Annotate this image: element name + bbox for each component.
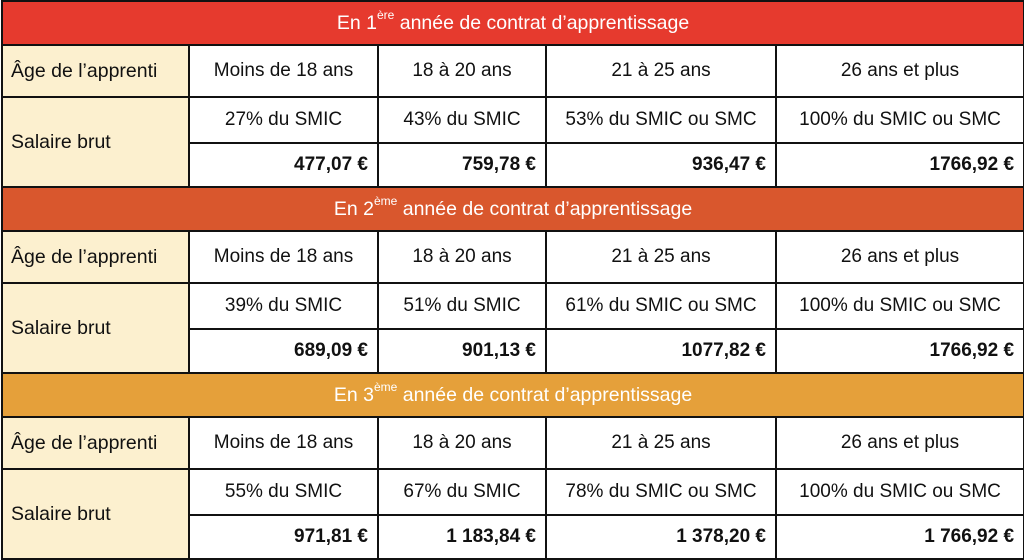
year-title-suffix: année de contrat d’apprentissage [394, 11, 690, 34]
percent-row: Salaire brut 55% du SMIC 67% du SMIC 78% du… [1, 468, 1024, 560]
year-3-banner-row: En 3ème année de contrat d’apprentissage [0, 372, 1024, 418]
age-row: Âge de l’apprenti Moins de 18 ans 18 à 20 … [1, 230, 1024, 284]
salary-percent-cell: 55% du SMIC [188, 468, 379, 516]
salary-percent-cell: 53% du SMIC ou SMC [545, 96, 777, 144]
salary-amount-cell: 1766,92 € [774, 142, 1024, 188]
salary-amount-cell: 1 378,20 € [545, 514, 777, 560]
salary-amount-cell: 1077,82 € [545, 328, 777, 374]
age-bracket-cell: 26 ans et plus [774, 416, 1024, 470]
age-bracket-cell: 21 à 25 ans [545, 416, 777, 470]
percent-row: Salaire brut 27% du SMIC 43% du SMIC 53% du… [1, 96, 1024, 188]
year-1-banner-row: En 1ère année de contrat d’apprentissage [0, 0, 1024, 46]
salary-percent-cell: 27% du SMIC [188, 96, 379, 144]
salary-percent-cell: 39% du SMIC [188, 282, 379, 330]
year-2-banner-row: En 2ème année de contrat d’apprentissage [0, 186, 1024, 232]
age-bracket-cell: 18 à 20 ans [377, 230, 547, 284]
year-title-suffix: année de contrat d’apprentissage [397, 383, 693, 406]
salary-amount-cell: 689,09 € [188, 328, 379, 374]
age-label: Âge de l’apprenti [1, 44, 190, 98]
age-bracket-cell: Moins de 18 ans [188, 230, 379, 284]
year-title-prefix: En 2 [333, 197, 374, 220]
age-bracket-cell: 21 à 25 ans [545, 230, 777, 284]
year-title-ordinal: ère [376, 8, 395, 22]
salary-percent-cell: 100% du SMIC ou SMC [774, 282, 1024, 330]
salary-percent-cell: 43% du SMIC [377, 96, 547, 144]
salary-percent-cell: 100% du SMIC ou SMC [774, 468, 1024, 516]
amount-row: 689,09 €901,13 €1077,82 €1766,92 € [2, 328, 1024, 374]
salary-amount-cell: 971,81 € [188, 514, 379, 560]
year-1-title: En 1ère année de contrat d’apprentissage [0, 0, 1024, 46]
age-bracket-cell: 18 à 20 ans [377, 44, 547, 98]
age-bracket-cell: 21 à 25 ans [545, 44, 777, 98]
age-row: Âge de l’apprenti Moins de 18 ans 18 à 20 … [1, 416, 1024, 470]
salary-percent-cell: 51% du SMIC [377, 282, 547, 330]
age-bracket-cell: 26 ans et plus [774, 44, 1024, 98]
age-label: Âge de l’apprenti [1, 230, 190, 284]
salary-amount-cell: 1766,92 € [774, 328, 1024, 374]
salary-amount-cell: 901,13 € [377, 328, 547, 374]
age-label: Âge de l’apprenti [1, 416, 190, 470]
salary-percent-cell: 78% du SMIC ou SMC [545, 468, 777, 516]
salary-amount-cell: 477,07 € [188, 142, 379, 188]
amount-row: 477,07 €759,78 €936,47 €1766,92 € [2, 142, 1024, 188]
year-2-title: En 2ème année de contrat d’apprentissage [0, 186, 1024, 232]
salary-percent-cell: 100% du SMIC ou SMC [774, 96, 1024, 144]
age-bracket-cell: 18 à 20 ans [377, 416, 547, 470]
salary-label: Salaire brut [1, 282, 190, 374]
year-title-ordinal: ème [373, 194, 398, 208]
age-bracket-cell: Moins de 18 ans [188, 44, 379, 98]
age-row: Âge de l’apprenti Moins de 18 ans 18 à 20 … [1, 44, 1024, 98]
salary-amount-cell: 1 183,84 € [377, 514, 547, 560]
year-3-title: En 3ème année de contrat d’apprentissage [0, 372, 1024, 418]
salary-label: Salaire brut [1, 96, 190, 188]
age-bracket-cell: Moins de 18 ans [188, 416, 379, 470]
salary-amount-cell: 1 766,92 € [774, 514, 1024, 560]
percent-row: Salaire brut 39% du SMIC 51% du SMIC 61% du… [1, 282, 1024, 374]
year-title-suffix: année de contrat d’apprentissage [397, 197, 693, 220]
age-bracket-cell: 26 ans et plus [774, 230, 1024, 284]
year-title-prefix: En 3 [333, 383, 374, 406]
salary-amount-cell: 759,78 € [377, 142, 547, 188]
salary-percent-cell: 61% du SMIC ou SMC [545, 282, 777, 330]
salary-label: Salaire brut [1, 468, 190, 560]
year-title-ordinal: ème [373, 380, 398, 394]
year-title-prefix: En 1 [336, 11, 377, 34]
salary-amount-cell: 936,47 € [545, 142, 777, 188]
salary-percent-cell: 67% du SMIC [377, 468, 547, 516]
